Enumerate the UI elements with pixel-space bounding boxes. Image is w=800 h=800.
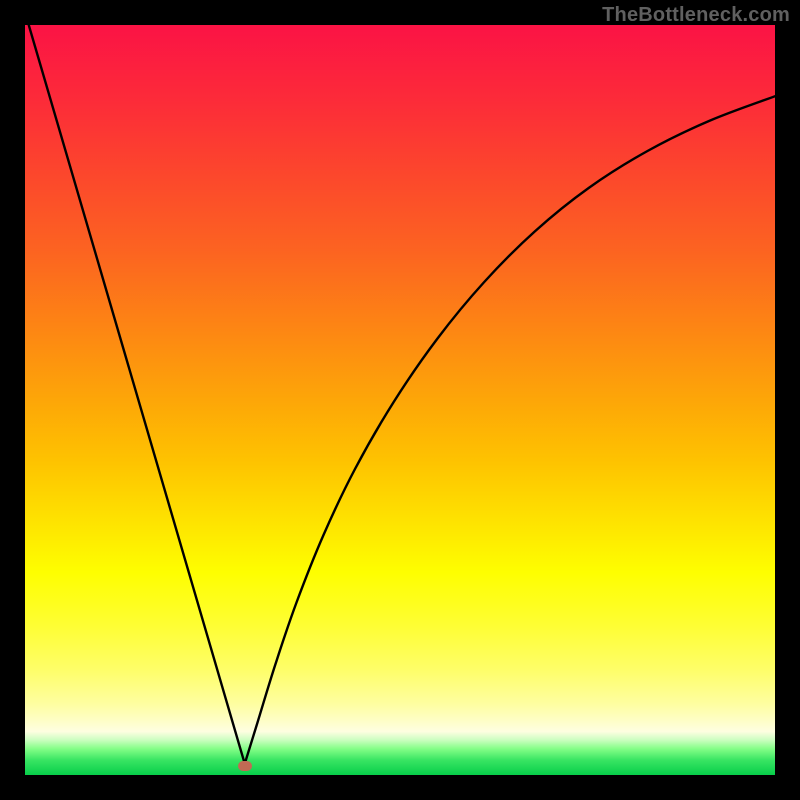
minimum-marker [238, 761, 252, 771]
chart-frame: TheBottleneck.com [0, 0, 800, 800]
plot-area [25, 25, 775, 775]
chart-svg [25, 25, 775, 775]
watermark-text: TheBottleneck.com [602, 4, 790, 27]
